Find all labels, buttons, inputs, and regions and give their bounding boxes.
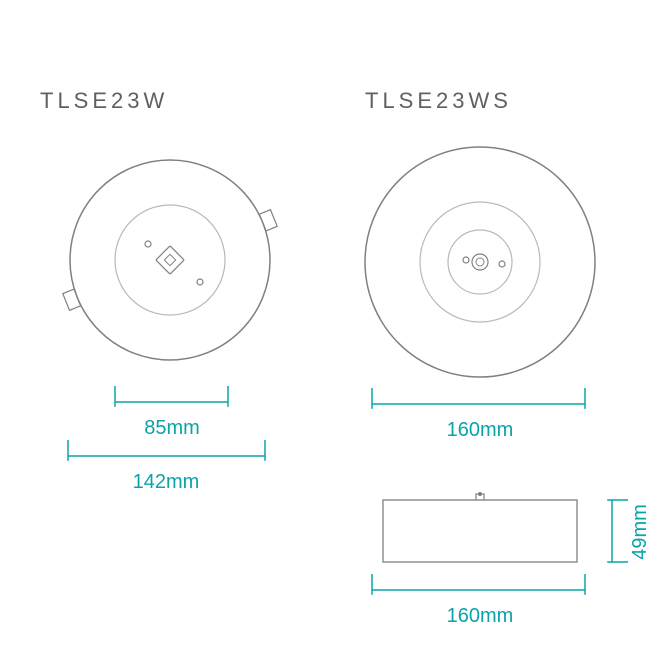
dim-label: 49mm — [629, 504, 651, 560]
title-right: TLSE23WS — [365, 88, 512, 113]
title-left: TLSE23W — [40, 88, 168, 113]
technical-drawing: TLSE23W TLSE23WS 85mm 142mm 160mm 160mm 49mm — [0, 0, 665, 665]
dim-label: 85mm — [144, 417, 200, 439]
dim-label: 142mm — [133, 471, 200, 493]
right-top-view — [365, 147, 595, 377]
right-side-view — [383, 492, 577, 562]
dim-label: 160mm — [447, 419, 514, 441]
dim-label: 160mm — [447, 605, 514, 627]
